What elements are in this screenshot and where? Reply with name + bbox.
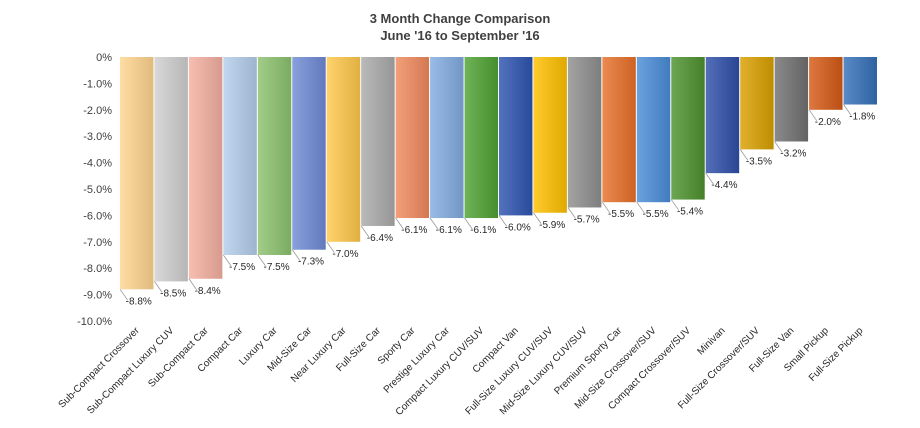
bar [740,57,774,150]
leader-line [291,249,301,261]
bar [120,57,154,290]
y-tick-label: -10.0% [77,316,112,328]
data-label: -5.7% [574,214,600,225]
bar [602,57,636,203]
bar [464,57,498,219]
data-label: -6.4% [367,233,393,244]
leader-line [464,217,473,230]
bar [326,57,361,242]
data-label: -7.0% [332,249,358,260]
y-tick-label: -1.0% [83,78,112,90]
bar [223,57,257,255]
bar [430,57,464,219]
category-label: Minivan [695,325,727,357]
y-tick-label: -6.0% [83,210,112,222]
bar [499,57,533,216]
data-label: -3.2% [780,148,806,159]
bar [292,57,326,250]
data-label: -6.1% [401,225,427,236]
leader-line [188,278,197,290]
y-tick-label: -7.0% [83,237,112,249]
bar [671,57,705,200]
bar [636,57,671,203]
leader-line [360,225,370,238]
leader-line [395,217,404,230]
chart-subtitle: June '16 to September '16 [380,28,539,43]
leader-line [119,289,129,301]
data-label: -5.5% [642,209,668,220]
data-label: -5.4% [677,207,703,218]
y-tick-label: -8.0% [83,263,112,275]
leader-line [843,104,852,116]
leader-line [808,109,818,122]
bar [809,57,843,110]
data-label: -7.5% [263,262,289,273]
data-label: -6.0% [505,222,531,233]
leader-line [154,281,163,293]
category-label: Prestige Luxury Car [382,325,453,396]
category-label: Sub-Compact Car [146,325,211,390]
bar [188,57,223,279]
data-label: -5.9% [539,220,565,231]
data-label: -5.5% [608,209,634,220]
bar [361,57,395,226]
leader-line [533,212,542,224]
bar [567,57,602,208]
data-label: -2.0% [815,117,841,128]
data-label: -1.8% [849,112,875,123]
leader-line [567,207,576,219]
bar [257,57,292,255]
data-label: -3.5% [746,156,772,167]
bar [395,57,430,219]
leader-line [326,241,335,254]
data-label: -6.1% [436,225,462,236]
leader-line [223,254,232,267]
y-tick-label: -5.0% [83,184,112,196]
data-label: -8.4% [195,286,221,297]
leader-line [498,215,508,227]
bar [774,57,809,142]
data-labels: -8.8% -8.5% -8.4% -7.5% -7.5% -7.3% -7.0% -6.4%… [119,104,875,307]
data-label: -6.1% [470,225,496,236]
bar [154,57,188,282]
bar [705,57,740,174]
bar [533,57,567,213]
leader-line [602,201,611,214]
leader-line [429,217,439,230]
y-tick-label: -9.0% [83,290,112,302]
data-label: -8.8% [126,296,152,307]
data-label: -4.4% [711,180,737,191]
data-label: -7.3% [298,257,324,268]
data-label: -8.5% [160,288,186,299]
leader-line [774,141,783,153]
y-tick-label: 0% [96,52,112,64]
leader-line [705,172,714,185]
chart-title: 3 Month Change Comparison [370,11,551,26]
leader-line [739,149,749,161]
leader-line [257,254,266,267]
y-tick-label: -2.0% [83,105,112,117]
y-tick-label: -3.0% [83,131,112,143]
data-label: -7.5% [229,262,255,273]
bar [843,57,877,105]
bars [120,57,877,290]
leader-line [670,199,680,211]
leader-line [636,201,645,214]
y-tick-label: -4.0% [83,158,112,170]
y-axis: 0% -1.0% -2.0% -3.0% -4.0% -5.0% -6.0% -7.0% -8.… [77,52,112,328]
